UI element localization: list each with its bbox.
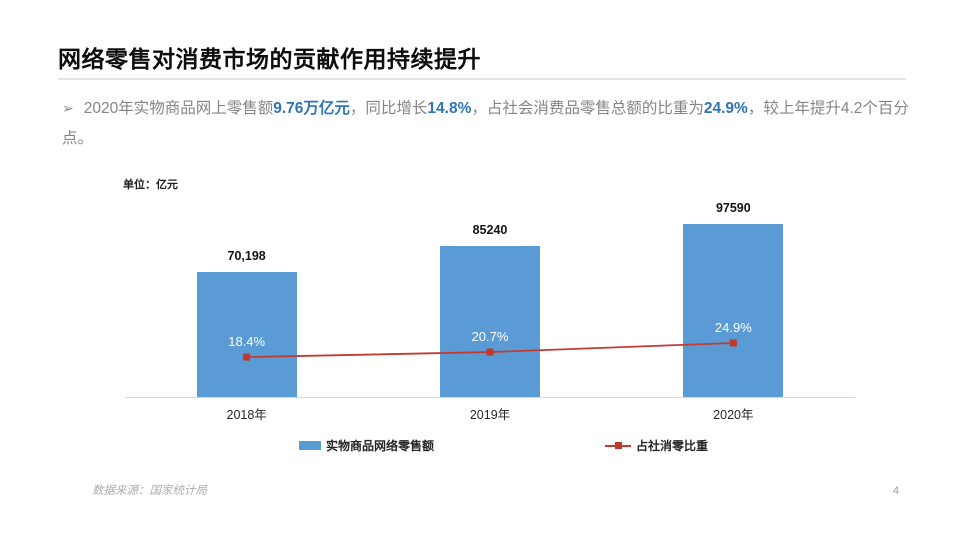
x-axis-label: 2019年 [469, 408, 511, 422]
data-source: 数据来源：国家统计局 [92, 485, 207, 497]
x-axis-label: 2020年 [713, 408, 754, 422]
line-marker [729, 339, 737, 347]
highlight-value: 24.9% [703, 100, 748, 117]
highlight-value: 9.76万亿元 [273, 100, 350, 117]
legend-label-bar: 实物商品网络零售额 [326, 439, 435, 453]
line-point-label: 18.4% [228, 334, 266, 350]
title-divider [58, 78, 906, 80]
legend-item-line: 占社消零比重 [605, 437, 708, 454]
bar-value-label: 70,198 [227, 249, 266, 264]
line-point-label: 20.7% [471, 329, 509, 345]
bar-value-label: 85240 [472, 222, 508, 237]
bar-value-label: 97590 [715, 200, 751, 215]
bar-legend-swatch [299, 441, 321, 450]
line-marker [243, 353, 251, 361]
bullet-text-segment: ，占社会消费品零售总额的比重为 [471, 100, 704, 117]
line-legend-swatch [605, 441, 631, 450]
page-title: 网络零售对消费市场的贡献作用持续提升 [58, 46, 481, 72]
bullet-text-segment: ，同比增长 [349, 100, 428, 117]
x-axis-label: 2018年 [226, 408, 267, 422]
bar [440, 245, 540, 397]
bullet-paragraph: ➢ 2020年实物商品网上零售额9.76万亿元，同比增长14.8%，占社会消费品零… [62, 93, 910, 154]
trend-line [243, 339, 737, 361]
bullet-arrow-icon: ➢ [62, 100, 74, 116]
page-number: 4 [893, 485, 900, 497]
unit-label: 单位：亿元 [123, 179, 178, 191]
bar [683, 223, 784, 397]
legend-item-bar: 实物商品网络零售额 [299, 437, 434, 454]
bullet-text-segment: 2020年实物商品网上零售额 [83, 100, 274, 117]
x-axis-line [125, 397, 855, 398]
bullet-text-segment: ，较上年提升4.2个百分点。 [62, 100, 909, 147]
line-point-label: 24.9% [714, 319, 752, 335]
highlight-value: 14.8% [427, 100, 472, 117]
bar [196, 272, 297, 397]
legend-label-line: 占社消零比重 [636, 439, 709, 453]
line-marker [486, 348, 494, 356]
